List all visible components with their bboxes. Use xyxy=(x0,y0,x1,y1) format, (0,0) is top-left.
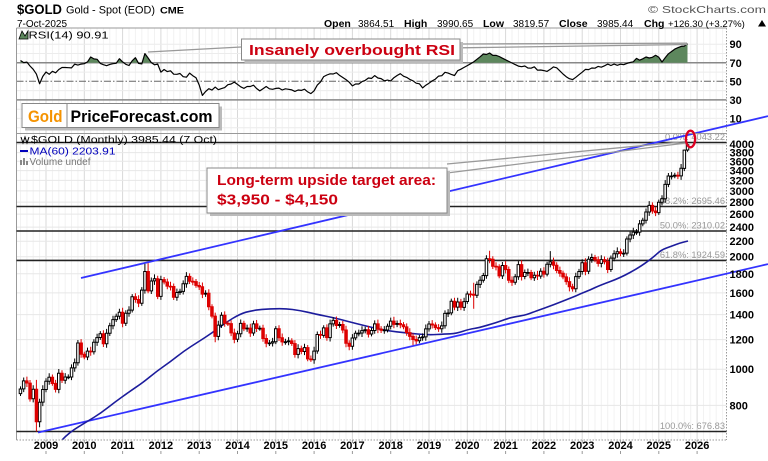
svg-text:2010: 2010 xyxy=(72,440,96,452)
svg-text:2015: 2015 xyxy=(264,440,288,452)
svg-text:2200: 2200 xyxy=(730,236,754,248)
svg-text:3985.44: 3985.44 xyxy=(597,19,634,30)
svg-text:2014: 2014 xyxy=(225,440,250,452)
svg-text:Insanely overbought RSI: Insanely overbought RSI xyxy=(249,42,455,59)
svg-text:2020: 2020 xyxy=(455,440,479,452)
svg-text:+126.30 (+3.27%): +126.30 (+3.27%) xyxy=(668,19,745,30)
svg-text:3600: 3600 xyxy=(730,156,754,168)
svg-text:3000: 3000 xyxy=(730,186,754,198)
svg-text:$GOLD: $GOLD xyxy=(17,2,62,17)
svg-text:Chg: Chg xyxy=(644,18,664,30)
svg-text:2022: 2022 xyxy=(532,440,556,452)
svg-text:2011: 2011 xyxy=(111,440,135,452)
svg-text:2024: 2024 xyxy=(608,440,633,452)
svg-text:100.0%: 676.83: 100.0%: 676.83 xyxy=(660,421,725,431)
svg-text:2012: 2012 xyxy=(149,440,173,452)
svg-text:50.0%: 2310.02: 50.0%: 2310.02 xyxy=(660,221,725,231)
svg-text:1400: 1400 xyxy=(730,310,754,322)
svg-text:3864.51: 3864.51 xyxy=(358,19,395,30)
svg-text:PriceForecast.com: PriceForecast.com xyxy=(71,107,213,126)
svg-text:1800: 1800 xyxy=(730,269,754,281)
svg-text:2019: 2019 xyxy=(417,440,441,452)
svg-text:61.8%: 1924.59: 61.8%: 1924.59 xyxy=(660,250,725,260)
svg-text:MA(60) 2203.91: MA(60) 2203.91 xyxy=(30,146,116,158)
svg-text:RSI(14) 90.91: RSI(14) 90.91 xyxy=(29,30,109,42)
svg-text:2026: 2026 xyxy=(685,440,709,452)
svg-text:2025: 2025 xyxy=(647,440,671,452)
svg-text:2017: 2017 xyxy=(340,440,364,452)
svg-text:Open: Open xyxy=(324,18,351,30)
svg-text:$3,950 - $4,150: $3,950 - $4,150 xyxy=(217,193,338,209)
svg-text:2800: 2800 xyxy=(730,197,754,209)
svg-text:1000: 1000 xyxy=(730,364,754,376)
svg-text:2016: 2016 xyxy=(302,440,326,452)
svg-text:2013: 2013 xyxy=(187,440,211,452)
svg-text:1600: 1600 xyxy=(730,288,754,300)
svg-text:70: 70 xyxy=(730,58,742,70)
svg-text:Gold: Gold xyxy=(28,107,63,126)
svg-text:Volume undef: Volume undef xyxy=(30,156,91,168)
svg-text:3200: 3200 xyxy=(730,175,754,187)
svg-text:4000: 4000 xyxy=(730,139,754,151)
svg-text:3819.57: 3819.57 xyxy=(513,19,550,30)
svg-text:2023: 2023 xyxy=(570,440,594,452)
svg-text:1200: 1200 xyxy=(730,335,754,347)
svg-text:Long-term upside target area:: Long-term upside target area: xyxy=(217,173,436,189)
svg-text:2400: 2400 xyxy=(730,222,754,234)
svg-text:2009: 2009 xyxy=(34,440,58,452)
svg-text:30: 30 xyxy=(730,95,742,107)
svg-text:2021: 2021 xyxy=(493,440,517,452)
svg-text:$GOLD (Monthly) 3985.44 (7 Oct: $GOLD (Monthly) 3985.44 (7 Oct) xyxy=(31,134,217,146)
svg-text:Low: Low xyxy=(483,18,505,30)
svg-text:© StockCharts.com: © StockCharts.com xyxy=(648,4,766,16)
svg-text:Gold - Spot (EOD): Gold - Spot (EOD) xyxy=(66,5,155,17)
svg-text:Close: Close xyxy=(559,18,588,30)
svg-text:50: 50 xyxy=(730,76,742,88)
svg-text:3990.65: 3990.65 xyxy=(437,19,474,30)
svg-text:2018: 2018 xyxy=(378,440,402,452)
svg-text:90: 90 xyxy=(730,39,742,51)
svg-text:3800: 3800 xyxy=(730,148,754,160)
svg-text:2600: 2600 xyxy=(730,209,754,221)
svg-text:38.2%: 2695.46: 38.2%: 2695.46 xyxy=(660,196,725,206)
svg-text:800: 800 xyxy=(730,400,748,412)
svg-text:3400: 3400 xyxy=(730,166,754,178)
svg-text:High: High xyxy=(404,18,427,30)
svg-text:CME: CME xyxy=(160,6,184,17)
svg-text:2000: 2000 xyxy=(730,252,754,264)
svg-text:7-Oct-2025: 7-Oct-2025 xyxy=(17,19,67,30)
